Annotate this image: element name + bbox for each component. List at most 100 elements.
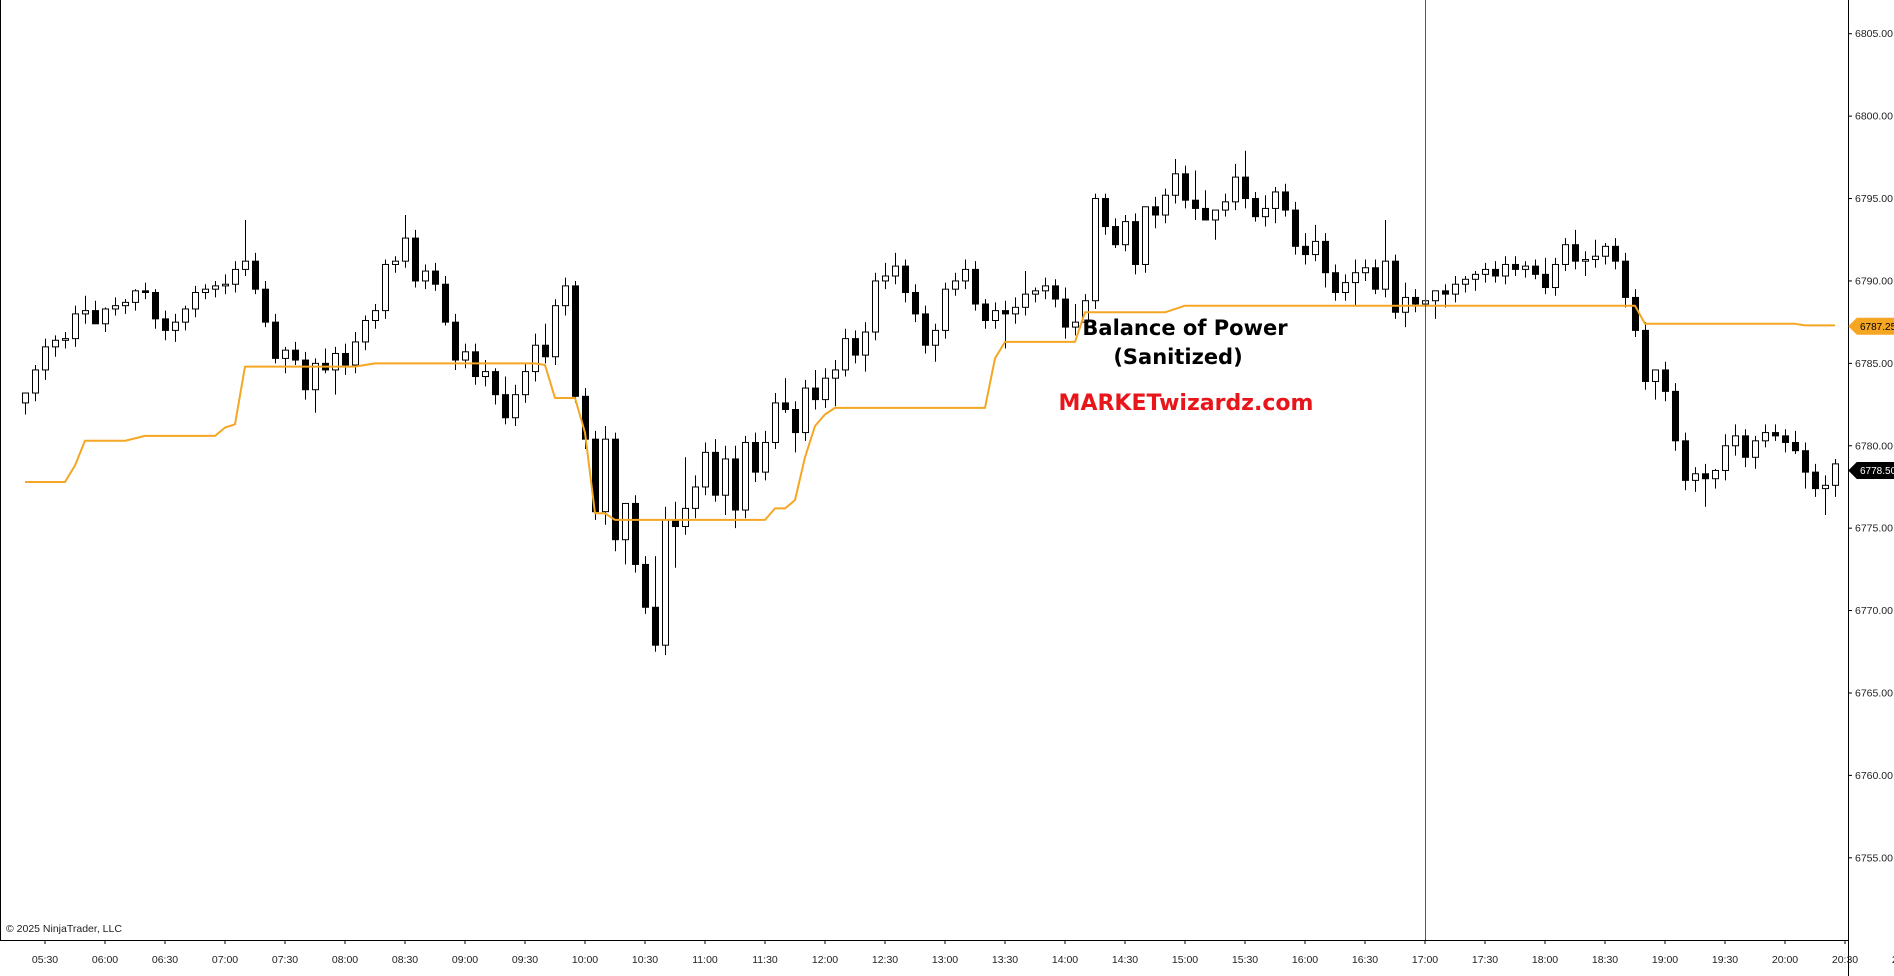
candle bbox=[1542, 257, 1549, 295]
price-marker-tag bbox=[1848, 317, 1894, 335]
candle bbox=[342, 343, 349, 375]
candle-body-down bbox=[1292, 209, 1299, 247]
x-tick-label: 18:00 bbox=[1532, 954, 1558, 966]
candle-body-up bbox=[172, 321, 179, 331]
candle bbox=[42, 338, 49, 380]
candle-body-up bbox=[1122, 221, 1129, 246]
candle bbox=[1142, 206, 1149, 273]
candle-body-down bbox=[1412, 296, 1419, 305]
candle-body-up bbox=[202, 288, 209, 293]
candle bbox=[262, 280, 269, 328]
candle-body-up bbox=[42, 346, 49, 371]
candle-body-up bbox=[1342, 282, 1349, 293]
candle-body-down bbox=[752, 441, 759, 473]
candle-body-up bbox=[102, 308, 109, 325]
candle-body-down bbox=[152, 291, 159, 320]
candle bbox=[552, 299, 559, 365]
x-tick-label: 09:30 bbox=[512, 954, 538, 966]
candle bbox=[132, 289, 139, 311]
candle-body-down bbox=[1052, 285, 1059, 300]
candle-body-down bbox=[1532, 265, 1539, 275]
candle bbox=[1362, 259, 1369, 281]
candle bbox=[1092, 193, 1099, 309]
candle-body-down bbox=[1782, 435, 1789, 443]
candle-body-up bbox=[1562, 244, 1569, 265]
candle bbox=[1312, 224, 1319, 262]
candle bbox=[1182, 165, 1189, 209]
candle-body-down bbox=[1192, 199, 1199, 209]
candle-body-up bbox=[1352, 272, 1359, 284]
candle-body-down bbox=[642, 563, 649, 608]
x-tick-label: 08:30 bbox=[392, 954, 418, 966]
candle bbox=[1412, 289, 1419, 313]
candle-body-up bbox=[72, 313, 79, 340]
annotation-title-line2: (Sanitized) bbox=[1113, 345, 1242, 369]
candle bbox=[532, 333, 539, 382]
candle bbox=[842, 328, 849, 377]
candle-body-up bbox=[842, 338, 849, 371]
candle bbox=[1062, 287, 1069, 339]
annotation-title-line1: Balance of Power bbox=[1082, 316, 1288, 340]
candle bbox=[432, 262, 439, 291]
candle bbox=[702, 442, 709, 496]
candle-body-up bbox=[1032, 290, 1039, 295]
candle bbox=[1242, 150, 1249, 209]
candle bbox=[1612, 238, 1619, 270]
candle-body-up bbox=[1172, 173, 1179, 196]
x-tick-label: 21:00 bbox=[1892, 954, 1894, 966]
candle-body-down bbox=[1672, 390, 1679, 442]
candle bbox=[82, 295, 89, 324]
candle-body-down bbox=[1662, 369, 1669, 392]
candle bbox=[482, 360, 489, 387]
candle-body-down bbox=[452, 321, 459, 361]
x-tick-label: 14:30 bbox=[1112, 954, 1138, 966]
candle-body-up bbox=[892, 265, 899, 277]
candle-body-down bbox=[432, 270, 439, 285]
candle bbox=[182, 305, 189, 331]
candle-body-down bbox=[92, 310, 99, 325]
candle bbox=[102, 307, 109, 333]
candle-body-up bbox=[312, 362, 319, 391]
candle-body-up bbox=[22, 392, 29, 404]
candle bbox=[1712, 468, 1719, 489]
candle-body-up bbox=[232, 268, 239, 285]
candle-body-up bbox=[512, 394, 519, 419]
candle-body-down bbox=[672, 519, 679, 528]
candle bbox=[1272, 187, 1279, 224]
candle bbox=[1232, 163, 1239, 211]
candle-body-up bbox=[1482, 268, 1489, 275]
candle bbox=[92, 300, 99, 325]
candle-body-up bbox=[1012, 306, 1019, 315]
candle bbox=[1342, 274, 1349, 301]
candle bbox=[362, 315, 369, 351]
candle-body-up bbox=[872, 280, 879, 333]
candle-body-up bbox=[662, 519, 669, 646]
candle bbox=[1282, 183, 1289, 217]
candle bbox=[242, 219, 249, 276]
candle-body-up bbox=[1162, 194, 1169, 216]
candle bbox=[1832, 458, 1839, 497]
candle-body-down bbox=[1772, 432, 1779, 437]
candle-body-up bbox=[352, 341, 359, 366]
candle-body-up bbox=[32, 369, 39, 394]
candle-body-down bbox=[732, 458, 739, 511]
x-tick-label: 11:00 bbox=[692, 954, 718, 966]
x-tick-label: 06:00 bbox=[92, 954, 118, 966]
candle bbox=[1022, 271, 1029, 316]
candle-body-up bbox=[212, 285, 219, 290]
candle-body-down bbox=[912, 291, 919, 315]
candle bbox=[222, 274, 229, 295]
candle bbox=[1502, 256, 1509, 285]
candle bbox=[1492, 261, 1499, 283]
candle bbox=[1552, 257, 1559, 296]
candle-body-up bbox=[1762, 432, 1769, 442]
candle bbox=[902, 259, 909, 303]
candle-body-down bbox=[632, 502, 639, 565]
candle-body-up bbox=[1582, 259, 1589, 262]
candle bbox=[1582, 251, 1589, 276]
candle bbox=[752, 432, 759, 483]
candle bbox=[172, 313, 179, 342]
candle-body-down bbox=[1542, 273, 1549, 289]
candle bbox=[1462, 276, 1469, 293]
candle bbox=[1592, 239, 1599, 268]
